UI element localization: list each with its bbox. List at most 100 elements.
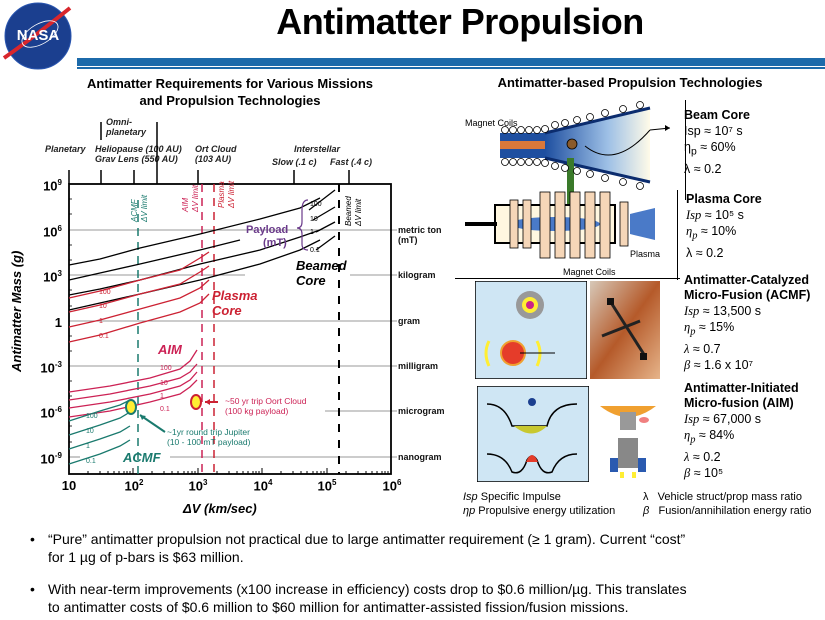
svg-text:100: 100 (99, 289, 111, 296)
acmf-diagram (475, 281, 587, 379)
page-title: Antimatter Propulsion (276, 1, 644, 42)
payload-brace (296, 199, 309, 251)
ytick-1e3: 103 (43, 269, 62, 285)
acmf-label: ACMF (122, 450, 162, 465)
aim-name-1: Antimatter-Initiated (684, 381, 799, 395)
svg-text:10: 10 (86, 428, 94, 435)
aim-beta: β ≈ 10⁵ (684, 465, 724, 480)
title-rule-thin (77, 67, 825, 69)
divider-plasma (677, 190, 678, 280)
y-axis-title: Antimatter Mass (g) (9, 251, 24, 373)
mission-interstellar: Interstellar (294, 144, 341, 154)
nasa-logo-text: NASA (17, 27, 60, 44)
plasma-core-label: Plasma (212, 288, 258, 303)
svg-text:1: 1 (310, 229, 314, 236)
beam-core-name: Beam Core (684, 108, 750, 122)
x-axis-title: ΔV (km/sec) (182, 501, 257, 516)
acmf-name-1: Antimatter-Catalyzed (684, 273, 810, 287)
svg-text:1: 1 (160, 393, 164, 400)
chart-title-line1: Antimatter Requirements for Various Miss… (86, 76, 374, 91)
nasa-logo: NASA (2, 2, 72, 70)
beam-core-isp: Isp ≈ 10⁷ s (684, 124, 743, 138)
ytick-1e-3: 10-3 (40, 360, 62, 376)
ytick-1e-6: 10-6 (40, 405, 62, 421)
jupiter-annotation: ~1yr round trip Jupiter (10 - 100 mT payl… (167, 427, 251, 447)
unit-metric-ton: metric ton (mT) (398, 225, 442, 245)
xtick-1e5: 105 (317, 478, 337, 494)
unit-gram: gram (398, 316, 421, 326)
antimatter-requirements-chart: ACMF ΔV limit AIM ΔV limit Plasma ΔV lim… (9, 122, 397, 516)
svg-text:ACMF: ACMF (130, 198, 139, 223)
mission-heliopause: Heliopause (100 AU) (95, 144, 182, 154)
mission-fast: Fast (.4 c) (330, 157, 373, 167)
acmf-curves (68, 399, 131, 465)
beam-core-lambda: λ ≈ 0.2 (684, 161, 722, 176)
plasma-core-specs: Plasma Core Isp ≈ 10⁵ s ηp ≈ 10% λ ≈ 0.2 (686, 192, 762, 261)
mission-omni-1: Omni- (106, 117, 132, 127)
aim-curves (68, 349, 198, 418)
ytick-1e6: 106 (43, 224, 62, 240)
svg-text:100: 100 (160, 365, 172, 372)
svg-text:ΔV limit: ΔV limit (140, 194, 149, 223)
mission-planetary: Planetary (45, 144, 86, 154)
svg-text:100: 100 (86, 413, 98, 420)
divider-beam (685, 100, 686, 200)
legend-eta: ηp Propulsive energy utilization (463, 505, 616, 517)
divider-horizontal (455, 278, 680, 279)
aim-diagram (477, 386, 589, 482)
svg-text:10: 10 (160, 380, 168, 387)
bullet-1: • “Pure” antimatter propulsion not pract… (30, 530, 820, 566)
svg-text:ΔV limit: ΔV limit (354, 198, 363, 227)
xtick-1e4: 104 (253, 478, 273, 494)
bullet-2-line2: to antimatter costs of $0.6 million to $… (48, 599, 629, 615)
legend-lambda: λ Vehicle struct/prop mass ratio (643, 491, 802, 503)
xtick-10: 10 (61, 478, 77, 493)
xtick-1e6: 106 (382, 478, 402, 494)
bullet-1-line2: for 1 µg of p-bars is $63 million. (48, 549, 244, 565)
acmf-specs: Antimatter-Catalyzed Micro-Fusion (ACMF)… (684, 273, 810, 373)
unit-microgram: microgram (398, 406, 445, 416)
oort-marker (190, 394, 202, 410)
svg-text:Beamed: Beamed (344, 196, 353, 226)
plot-frame (68, 183, 392, 475)
tech-panel-title: Antimatter-based Propulsion Technologies (497, 75, 763, 90)
aim-isp: Isp ≈ 67,000 s (684, 412, 762, 426)
beamed-core-curves (68, 189, 336, 311)
xtick-1e3: 103 (188, 478, 208, 494)
magnet-coils-label: Magnet Coils (465, 118, 518, 128)
mission-slow: Slow (.1 c) (272, 157, 317, 167)
mission-omni-2: planetary (106, 127, 147, 137)
bullet-2: • With near-term improvements (x100 incr… (30, 580, 820, 616)
acmf-eta: ηp ≈ 15% (684, 320, 735, 338)
aim-spacecraft-image (592, 386, 664, 482)
chart-title-line2: and Propulsion Technologies (139, 93, 321, 108)
unit-kilogram: kilogram (398, 270, 436, 280)
svg-text:1: 1 (86, 443, 90, 450)
acmf-beta: β ≈ 1.6 x 10⁷ (684, 357, 754, 372)
acmf-name-2: Micro-Fusion (ACMF) (684, 288, 811, 302)
mission-ort-cloud: Ort Cloud (195, 144, 237, 154)
plasma-core-curves (68, 251, 210, 343)
svg-text:100: 100 (310, 201, 322, 208)
bullet-2-line1: With near-term improvements (x100 increa… (48, 581, 687, 597)
xtick-1e2: 102 (124, 478, 144, 494)
payload-label: Payload (246, 224, 288, 236)
mission-grav-lens: Grav Lens (550 AU) (95, 154, 178, 164)
svg-text:Plasma: Plasma (217, 181, 226, 208)
mission-ort-cloud-au: (103 AU) (195, 154, 232, 164)
plasma-label: Plasma (630, 249, 660, 259)
plasma-core-lambda: λ ≈ 0.2 (686, 245, 724, 260)
aim-eta: ηp ≈ 84% (684, 428, 735, 446)
svg-text:ΔV limit: ΔV limit (191, 184, 200, 213)
svg-text:0.1: 0.1 (86, 458, 96, 465)
beam-plasma-core-diagram: Magnet Coils Plasma Magnet Coils (465, 101, 671, 277)
acmf-spacecraft-image (590, 281, 660, 379)
aim-lambda: λ ≈ 0.2 (684, 449, 721, 464)
ytick-1e-9: 10-9 (40, 451, 62, 467)
beam-core-specs: Beam Core Isp ≈ 10⁷ s ηp ≈ 60% λ ≈ 0.2 (684, 108, 750, 177)
aim-specs: Antimatter-Initiated Micro-fusion (AIM) … (684, 381, 799, 481)
svg-text:1: 1 (99, 318, 103, 325)
aim-name-2: Micro-fusion (AIM) (684, 396, 794, 410)
magnet-coils-bottom-label: Magnet Coils (563, 267, 616, 277)
svg-text:0.1: 0.1 (99, 333, 109, 340)
